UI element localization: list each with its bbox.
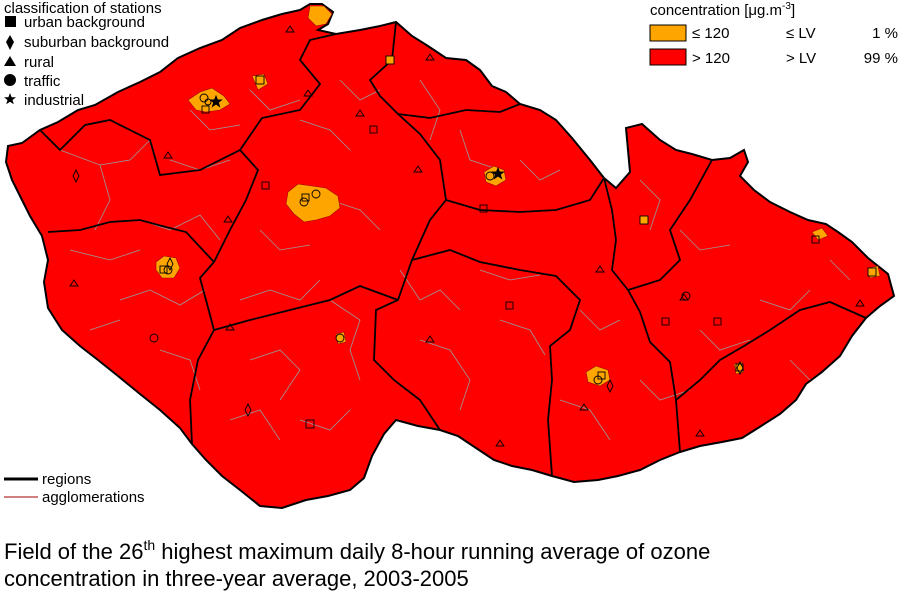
concentration-legend-value: > 120 [692,50,730,67]
station-traffic [149,333,159,343]
station-legend-label: urban background [24,14,145,31]
concentration-legend-share: 1 % [872,25,898,42]
color-swatch-below-lv [649,24,687,42]
boundary-legend: regions agglomerations [4,471,145,506]
station-urban-background [713,317,722,326]
concentration-legend-value: ≤ 120 [692,25,729,42]
patch-prague [285,183,341,223]
station-rural [425,335,435,343]
concentration-legend-row-above-lv: > 120 > LV 99 % [649,48,898,67]
triangle-icon [4,56,16,66]
station-urban-background [479,204,488,213]
station-traffic [593,375,603,385]
station-industrial [209,94,223,108]
station-legend-item-rural: rural [4,54,54,71]
station-urban-background [385,55,395,65]
station-urban-background [661,317,670,326]
station-rural [69,279,79,287]
caption-line1-start: Field of the 26 [4,539,144,564]
station-rural [579,403,589,411]
station-legend-label: suburban background [24,34,169,51]
square-icon [5,16,16,27]
color-swatch-above-lv [649,48,687,66]
station-legend-item-traffic: traffic [4,73,61,90]
station-urban-background [305,419,315,429]
station-legend-title: classification of stations [4,0,162,17]
regions-label: regions [42,471,91,488]
station-suburban-background [166,256,174,272]
station-rural [225,323,235,331]
station-legend-label: rural [24,54,54,71]
station-urban-background [505,301,514,310]
station-urban-background [639,215,649,225]
concentration-legend-share: 99 % [864,50,898,67]
station-rural [163,151,173,159]
station-suburban-background [736,360,744,376]
station-rural [303,89,313,97]
station-industrial [491,166,505,180]
star-icon [4,93,16,105]
station-legend: classification of stations urban backgro… [4,0,169,109]
station-legend-item-urban-background: urban background [5,14,145,31]
caption-line2: concentration in three-year average, 200… [4,566,469,591]
station-suburban-background [244,402,252,418]
patch-north-tip [307,5,333,27]
concentration-legend-limit: ≤ LV [786,25,816,42]
station-urban-background [811,235,820,244]
caption-line1-end: highest maximum daily 8-hour running ave… [155,539,711,564]
station-urban-background [369,125,378,134]
concentration-legend-title: concentration [μg.m-3] [650,1,795,19]
figure-caption: Field of the 26th highest maximum daily … [4,538,896,592]
station-traffic [335,333,345,343]
agglomerations-label: agglomerations [42,489,145,506]
station-rural [595,265,605,273]
district-boundaries [59,79,851,441]
concentration-legend-limit: > LV [786,50,816,67]
station-urban-background [201,105,210,114]
station-urban-background [261,181,270,190]
station-rural [855,299,865,307]
circle-icon [4,74,16,86]
diamond-icon [6,35,14,50]
station-legend-item-suburban-background: suburban background [6,34,169,51]
station-rural [425,53,435,61]
station-rural [285,25,295,33]
station-traffic [681,291,691,301]
caption-ordinal: th [143,536,156,553]
station-urban-background [159,265,168,274]
station-traffic [204,98,212,106]
station-traffic [485,171,495,181]
country-area-above-lv [4,3,896,510]
station-traffic [163,265,173,275]
station-traffic [299,197,309,207]
region-boundaries [39,21,867,477]
station-rural [355,109,365,117]
patch-ostrava [811,227,829,241]
station-legend-label: industrial [24,92,84,109]
station-urban-background [301,193,310,202]
station-suburban-background [606,378,614,394]
station-traffic [311,189,321,199]
station-rural [495,439,505,447]
station-rural [695,429,705,437]
station-legend-item-industrial: industrial [4,92,84,109]
ozone-map: classification of stations urban backgro… [4,0,898,510]
station-urban-background [255,75,265,85]
station-rural [223,215,233,223]
station-suburban-background [72,168,80,184]
station-traffic [199,93,209,103]
stations [69,25,877,447]
station-rural [413,165,423,173]
station-legend-label: traffic [24,73,61,90]
station-urban-background [867,267,877,277]
concentration-legend: concentration [μg.m-3] ≤ 120 ≤ LV 1 % > … [649,1,898,67]
concentration-legend-row-below-lv: ≤ 120 ≤ LV 1 % [649,24,898,42]
